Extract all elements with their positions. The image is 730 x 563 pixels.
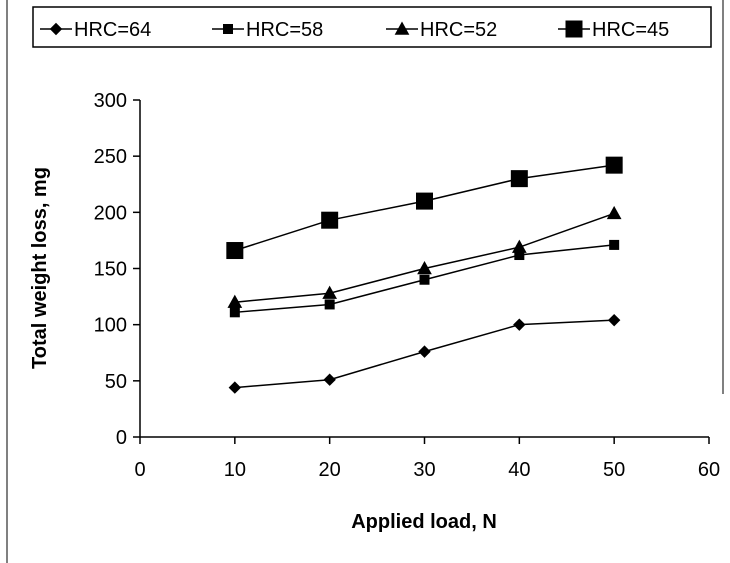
legend-entry: HRC=45	[558, 19, 669, 41]
series-hrc-52	[227, 205, 622, 308]
x-tick-label: 0	[134, 459, 145, 481]
legend-marker	[394, 21, 410, 35]
y-tick-label: 50	[105, 371, 127, 393]
legend-marker	[565, 20, 583, 38]
data-point	[609, 239, 620, 250]
y-axis-title: Total weight loss, mg	[29, 167, 51, 369]
data-point	[323, 373, 336, 386]
x-axis-ticks: 0 10 20 30 40 50 60	[134, 437, 720, 481]
x-tick-label: 10	[224, 459, 246, 481]
legend-marker	[223, 24, 233, 34]
series-hrc-45	[226, 156, 623, 260]
data-point	[417, 260, 432, 275]
x-axis-title: Applied load, N	[351, 511, 497, 533]
x-tick-label: 40	[508, 459, 530, 481]
y-tick-label: 150	[94, 259, 127, 281]
series-hrc-64	[228, 313, 621, 394]
legend-label: HRC=64	[74, 19, 151, 41]
data-point	[321, 211, 339, 229]
data-point	[227, 294, 243, 308]
legend-label: HRC=58	[246, 19, 323, 41]
data-point	[322, 285, 338, 299]
series-hrc-58	[229, 239, 620, 318]
series-line	[234, 212, 615, 303]
legend-label: HRC=52	[420, 19, 497, 41]
x-tick-label: 20	[319, 459, 341, 481]
y-tick-label: 100	[94, 315, 127, 337]
x-tick-label: 50	[603, 459, 625, 481]
data-point	[324, 299, 335, 310]
data-point	[510, 170, 528, 188]
x-tick-label: 30	[413, 459, 435, 481]
y-tick-label: 250	[94, 146, 127, 168]
legend-entry: HRC=58	[212, 19, 323, 41]
legend-label: HRC=45	[592, 19, 669, 41]
y-tick-label: 0	[116, 427, 127, 449]
data-point	[228, 381, 242, 394]
y-axis-ticks: 0 50 100 150 200 250 300	[94, 90, 140, 449]
data-point	[606, 205, 622, 220]
data-point	[229, 307, 240, 318]
data-point	[226, 242, 244, 260]
legend-entry: HRC=52	[386, 19, 497, 41]
data-point	[511, 239, 527, 253]
axes: 0 10 20 30 40 50 60 0 50 100 150 200 250 300	[94, 90, 721, 481]
data-point	[418, 345, 431, 358]
legend-box	[32, 6, 712, 48]
data-point	[605, 156, 623, 174]
legend-entry: HRC=64	[40, 19, 151, 41]
series-layer	[226, 156, 623, 394]
legend-marker	[49, 22, 63, 36]
data-point	[513, 318, 526, 331]
y-tick-label: 300	[94, 90, 127, 112]
legend: HRC=64 HRC=58 HRC=52 HRC=45	[32, 6, 712, 48]
data-point	[607, 313, 621, 327]
y-tick-label: 200	[94, 202, 127, 224]
data-point	[416, 192, 433, 210]
data-point	[419, 274, 430, 285]
x-tick-label: 60	[698, 459, 720, 481]
